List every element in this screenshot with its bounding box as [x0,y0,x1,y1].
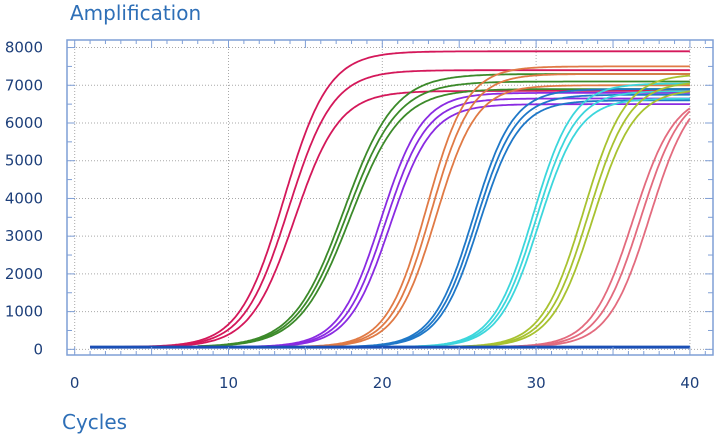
curves [90,50,691,349]
series-rose-3 [490,118,691,348]
y-tick-label-2000: 2000 [5,265,43,283]
series-green-2 [197,80,690,348]
series-orange-3 [290,84,690,348]
y-tick-label-5000: 5000 [5,152,43,170]
x-tick-label-10: 10 [219,374,238,392]
series-purple-2 [228,97,690,348]
series-orange-1 [290,65,690,348]
tick-labels: 0 1000 2000 3000 4000 5000 6000 7000 8000 0 10 20 30… [5,39,700,392]
y-tick-label-7000: 7000 [5,76,43,94]
series-orange-2 [290,73,690,348]
x-axis-label: Cycles [62,410,128,434]
axes [66,39,714,356]
series-purple-1 [228,91,690,348]
series-green-3 [197,88,690,348]
y-tick-label-6000: 6000 [5,114,43,132]
y-tick-label-8000: 8000 [5,39,43,57]
y-tick-label-0: 0 [33,340,43,358]
series-purple-3 [228,103,690,348]
y-tick-label-1000: 1000 [5,303,43,321]
series-crimson-1 [90,50,690,348]
series-crimson-3 [90,90,690,348]
chart-title: Amplification [70,1,202,25]
y-tick-label-4000: 4000 [5,189,43,207]
series-olive-1 [443,74,690,348]
x-tick-label-20: 20 [373,374,392,392]
x-tick-label-0: 0 [70,374,80,392]
x-tick-label-30: 30 [527,374,546,392]
y-tick-label-3000: 3000 [5,227,43,245]
plot-frame [66,39,714,356]
x-tick-label-40: 40 [680,374,699,392]
